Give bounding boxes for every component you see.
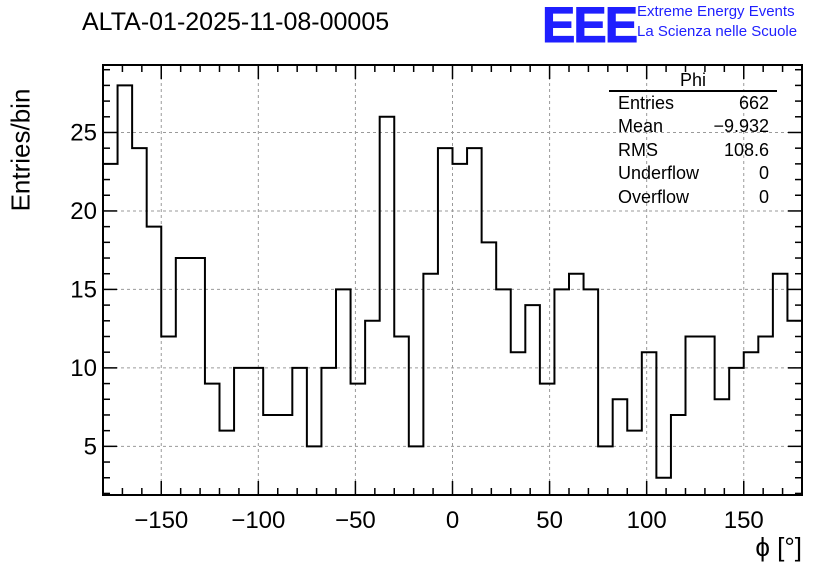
logo-subtitle-2: La Scienza nelle Scuole xyxy=(637,23,798,40)
histogram-bin xyxy=(453,164,468,495)
histogram-bin xyxy=(656,478,671,495)
histogram-bin xyxy=(496,289,511,495)
histogram-bin xyxy=(700,336,715,495)
stats-label: Entries xyxy=(618,93,675,113)
histogram-outline xyxy=(102,84,803,495)
stats-label: Overflow xyxy=(618,186,690,207)
histogram-bin xyxy=(190,258,205,495)
stats-label: Underflow xyxy=(618,163,700,184)
chart-title: ALTA-01-2025-11-08-00005 xyxy=(82,8,390,36)
histogram-bin xyxy=(569,274,584,495)
histogram-bin xyxy=(351,384,366,495)
stats-label: RMS xyxy=(618,139,658,160)
eee-logo: EEE xyxy=(541,0,638,54)
y-tick-label: 10 xyxy=(70,355,97,382)
x-axis-label: ϕ [°] xyxy=(755,532,802,562)
stats-box: Phi Entries 662 Mean −9.932 RMS 108.6 Un… xyxy=(609,70,777,209)
stats-value: 662 xyxy=(738,93,769,113)
histogram-bin xyxy=(278,415,293,495)
stats-value: −9.932 xyxy=(713,116,769,137)
stats-title: Phi xyxy=(609,70,777,92)
histogram-bin xyxy=(409,446,424,495)
x-tick-label: 0 xyxy=(446,507,459,534)
histogram-bin xyxy=(321,368,336,495)
histogram-bin xyxy=(511,352,526,495)
x-tick-label: 50 xyxy=(536,507,563,534)
histogram-bin xyxy=(613,399,628,495)
histogram-bin xyxy=(249,368,264,495)
histogram-bin xyxy=(365,321,380,495)
x-tick-label: −100 xyxy=(231,507,285,534)
histogram-bin xyxy=(292,368,307,495)
histogram-bin xyxy=(773,274,788,495)
histogram-bin xyxy=(715,399,730,495)
histogram-bin xyxy=(307,446,322,495)
histogram-bin xyxy=(642,352,657,495)
x-tick-label: −50 xyxy=(335,507,376,534)
histogram-bin xyxy=(686,336,701,495)
y-tick-label: 15 xyxy=(70,276,97,303)
histogram-bin xyxy=(147,227,162,495)
x-tick-label: −150 xyxy=(134,507,188,534)
stats-row-mean: Mean −9.932 xyxy=(609,115,777,138)
histogram-bin xyxy=(118,85,133,495)
stats-row-entries: Entries 662 xyxy=(609,92,777,115)
histogram-bin xyxy=(525,305,540,495)
stats-value: 0 xyxy=(758,163,769,184)
y-tick-label: 25 xyxy=(70,119,97,146)
histogram-bin xyxy=(627,431,642,495)
histogram-bin xyxy=(161,336,176,495)
stats-label: Mean xyxy=(618,116,664,137)
y-tick-label: 20 xyxy=(70,198,97,225)
histogram-bin xyxy=(205,384,220,495)
logo-subtitle-1: Extreme Energy Events xyxy=(637,3,795,20)
histogram-bin xyxy=(482,242,497,495)
histogram-bin xyxy=(671,415,686,495)
histogram-bin xyxy=(423,274,438,495)
histogram-bin xyxy=(467,148,482,495)
histogram-bin xyxy=(787,321,802,495)
histogram-bin xyxy=(132,148,147,495)
histogram-bin xyxy=(758,336,773,495)
x-tick-label: 100 xyxy=(627,507,667,534)
histogram-bin xyxy=(584,289,599,495)
histogram-bin xyxy=(554,289,569,495)
histogram-bin xyxy=(540,384,555,495)
histogram-bin xyxy=(103,164,118,495)
histogram-bin xyxy=(220,431,235,495)
histogram-bin xyxy=(598,446,613,495)
stats-row-overflow: Overflow 0 xyxy=(609,186,777,209)
histogram-bin xyxy=(380,117,395,495)
y-axis-label: Entries/bin xyxy=(5,88,36,212)
histogram-bin xyxy=(176,258,191,495)
y-tick-label: 5 xyxy=(84,433,97,460)
stats-value: 108.6 xyxy=(723,139,769,160)
stats-row-underflow: Underflow 0 xyxy=(609,162,777,185)
histogram-bin xyxy=(394,336,409,495)
histogram-bin xyxy=(263,415,278,495)
histogram-bin xyxy=(234,368,249,495)
stats-row-rms: RMS 108.6 xyxy=(609,139,777,162)
histogram-bin xyxy=(729,368,744,495)
histogram-bin xyxy=(336,289,351,495)
histogram-bin xyxy=(744,352,759,495)
histogram-bin xyxy=(438,148,453,495)
stats-value: 0 xyxy=(758,186,769,207)
x-tick-label: 150 xyxy=(724,507,764,534)
